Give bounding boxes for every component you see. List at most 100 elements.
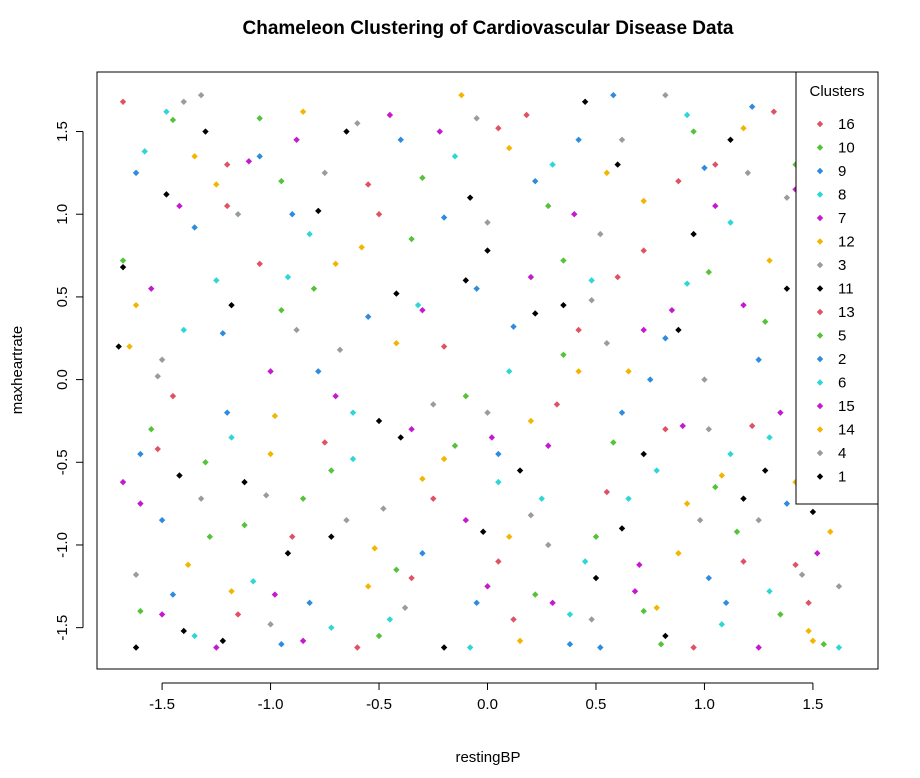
point-cluster-11-7 <box>241 478 248 486</box>
point-cluster-6-12 <box>328 624 335 631</box>
point-cluster-12-13 <box>364 583 372 590</box>
point-cluster-1-12 <box>479 528 487 535</box>
point-cluster-3-11 <box>132 571 140 578</box>
point-cluster-11-2 <box>484 247 491 254</box>
point-cluster-4-1 <box>321 169 328 177</box>
point-cluster-8-14 <box>718 621 725 628</box>
point-cluster-8-9 <box>653 467 660 474</box>
point-cluster-3-4 <box>783 194 791 201</box>
point-cluster-4-2 <box>473 115 480 122</box>
point-cluster-5-5 <box>148 426 155 433</box>
point-cluster-11-19 <box>180 627 187 635</box>
point-cluster-7-18 <box>213 644 220 651</box>
point-cluster-3-17 <box>343 516 350 524</box>
point-cluster-13-7 <box>553 401 561 408</box>
point-cluster-11-1 <box>343 128 350 135</box>
point-cluster-11-12 <box>132 644 140 651</box>
point-cluster-16-4 <box>640 247 647 254</box>
point-cluster-4-0 <box>180 98 187 105</box>
legend-label-1: 1 <box>838 469 846 486</box>
point-cluster-5-15 <box>278 306 285 314</box>
point-cluster-16-13 <box>440 343 448 350</box>
point-cluster-14-7 <box>440 455 448 463</box>
point-cluster-2-5 <box>219 330 227 337</box>
point-cluster-6-1 <box>284 273 292 281</box>
point-cluster-16-14 <box>575 326 582 334</box>
legend-label-7: 7 <box>838 210 846 227</box>
point-cluster-12-17 <box>299 108 307 115</box>
point-cluster-3-8 <box>430 401 437 408</box>
point-cluster-12-4 <box>740 125 747 132</box>
point-cluster-16-18 <box>408 574 415 582</box>
point-cluster-1-13 <box>592 574 600 582</box>
x-axis: -1.5 -1.0 -0.5 0.0 0.5 1.0 1.5 <box>149 682 823 713</box>
point-cluster-2-3 <box>701 164 708 172</box>
point-cluster-1-7 <box>532 310 539 317</box>
point-cluster-8-18 <box>835 644 843 651</box>
point-cluster-9-1 <box>256 153 263 160</box>
point-cluster-12-9 <box>527 417 535 425</box>
point-cluster-10-19 <box>241 521 248 529</box>
legend-label-12: 12 <box>838 234 855 251</box>
point-cluster-9-7 <box>315 368 322 375</box>
point-cluster-5-7 <box>451 442 459 449</box>
point-cluster-3-6 <box>154 373 161 380</box>
legend-marker-3 <box>816 261 824 269</box>
point-cluster-12-18 <box>625 368 632 375</box>
point-cluster-11-4 <box>690 230 697 238</box>
point-cluster-13-2 <box>523 111 530 119</box>
point-cluster-10-8 <box>328 467 335 474</box>
point-cluster-8-15 <box>213 277 220 284</box>
legend-label-4: 4 <box>838 445 846 462</box>
point-cluster-1-9 <box>783 285 791 292</box>
point-cluster-7-2 <box>436 128 443 135</box>
point-cluster-9-15 <box>278 640 285 648</box>
point-cluster-11-13 <box>284 550 292 557</box>
point-cluster-9-11 <box>158 516 166 524</box>
point-cluster-9-13 <box>566 640 574 648</box>
legend-label-6: 6 <box>838 375 846 392</box>
point-cluster-9-2 <box>397 136 404 144</box>
point-cluster-2-1 <box>440 214 448 221</box>
point-cluster-2-10 <box>169 591 177 598</box>
point-cluster-3-10 <box>701 376 708 383</box>
point-cluster-7-3 <box>571 211 578 218</box>
point-cluster-15-11 <box>158 611 166 618</box>
point-cluster-7-15 <box>814 550 821 557</box>
point-cluster-2-8 <box>647 376 654 383</box>
point-cluster-4-3 <box>597 230 604 238</box>
point-cluster-2-2 <box>575 136 582 144</box>
point-cluster-4-6 <box>158 356 166 363</box>
point-cluster-5-10 <box>206 533 214 540</box>
point-cluster-11-18 <box>560 301 567 309</box>
point-cluster-14-5 <box>132 301 140 309</box>
legend-label-3: 3 <box>838 257 846 274</box>
x-tick-label: -1.0 <box>258 696 284 713</box>
point-cluster-13-5 <box>169 392 177 400</box>
point-cluster-14-0 <box>213 181 220 188</box>
point-cluster-14-8 <box>575 368 582 375</box>
point-cluster-8-4 <box>727 219 734 226</box>
point-cluster-14-6 <box>271 412 279 420</box>
point-cluster-13-11 <box>354 644 361 651</box>
legend-label-10: 10 <box>838 140 855 157</box>
y-tick-label: -0.5 <box>54 449 71 475</box>
point-cluster-14-4 <box>766 257 773 264</box>
point-cluster-2-15 <box>137 450 144 458</box>
point-cluster-1-2 <box>466 194 474 201</box>
point-cluster-9-17 <box>473 285 480 292</box>
point-cluster-15-3 <box>668 306 676 314</box>
point-cluster-8-11 <box>250 578 257 585</box>
point-cluster-16-17 <box>662 426 669 433</box>
legend-label-9: 9 <box>838 163 846 180</box>
point-cluster-9-8 <box>495 450 502 458</box>
legend-label-11: 11 <box>838 281 854 298</box>
point-cluster-8-1 <box>306 230 313 238</box>
point-cluster-11-5 <box>115 343 122 350</box>
legend-label-13: 13 <box>838 304 855 321</box>
point-cluster-2-11 <box>306 599 313 607</box>
point-cluster-11-10 <box>640 450 647 458</box>
point-cluster-1-16 <box>662 632 669 640</box>
point-cluster-5-2 <box>560 257 567 264</box>
